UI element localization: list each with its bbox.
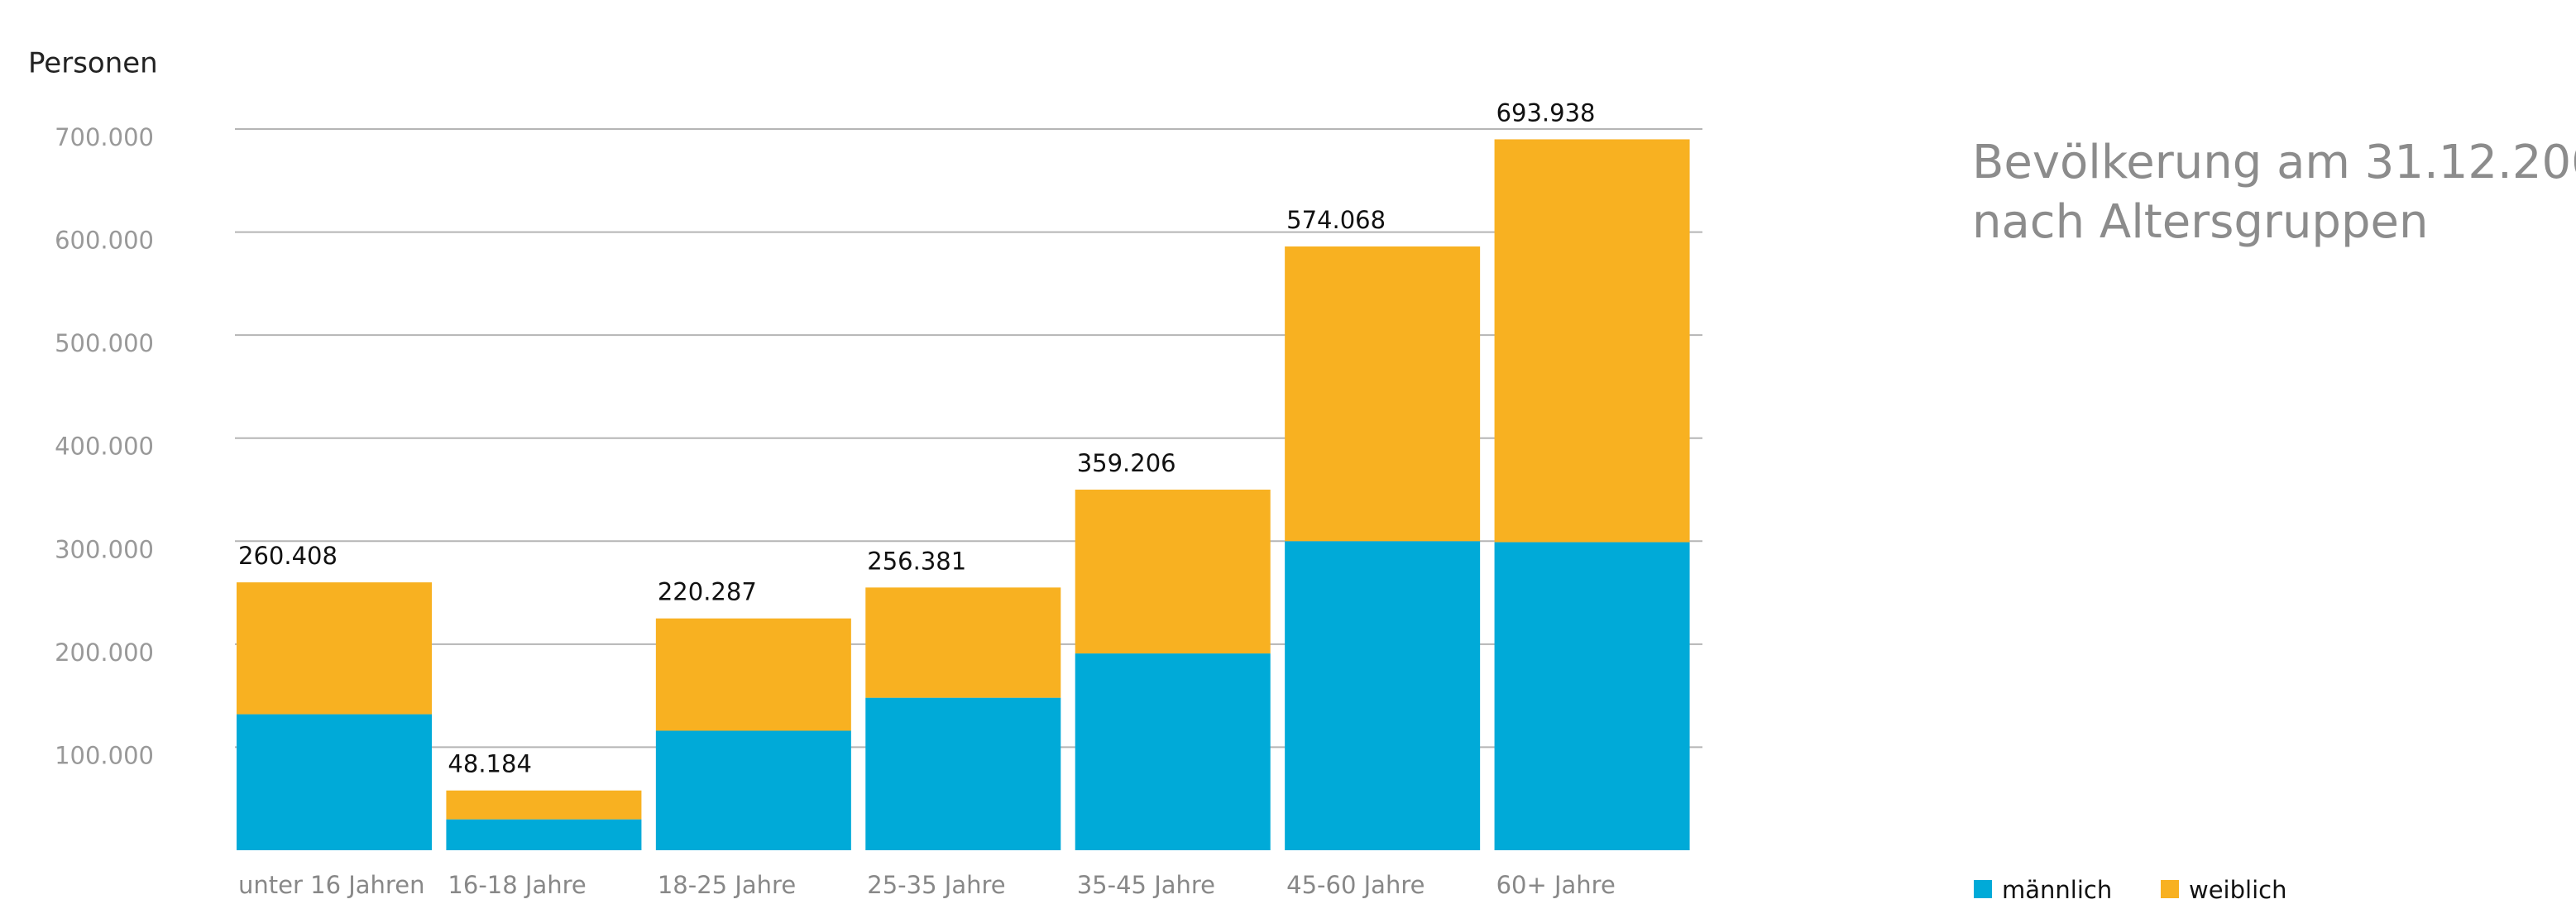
total-label: 48.184	[448, 750, 531, 778]
x-tick-label: unter 16 Jahren	[238, 871, 424, 899]
bar-segment	[446, 819, 642, 850]
total-label: 256.381	[867, 547, 966, 575]
x-tick-label: 35-45 Jahre	[1077, 871, 1215, 899]
bar-segment	[1285, 246, 1481, 542]
bar-segment	[237, 714, 432, 850]
total-label: 574.068	[1286, 206, 1386, 234]
y-tick-label: 400.000	[55, 433, 154, 461]
bar-segment	[655, 618, 851, 731]
y-tick-label: 100.000	[55, 741, 154, 769]
bar-segment	[237, 582, 432, 715]
y-tick-label: 700.000	[55, 123, 154, 151]
x-tick-label: 45-60 Jahre	[1286, 871, 1424, 899]
legend-swatch	[2161, 880, 2179, 898]
legend-label: männlich	[2002, 876, 2112, 904]
x-tick-label: 16-18 Jahre	[448, 871, 586, 899]
y-tick-label: 500.000	[55, 329, 154, 357]
x-tick-label: 60+ Jahre	[1496, 871, 1616, 899]
bar-segment	[446, 790, 642, 820]
y-axis-label: Personen	[28, 47, 158, 80]
bar-segment	[1285, 541, 1481, 850]
x-tick-label: 18-25 Jahre	[658, 871, 796, 899]
chart-title: Bevölkerung am 31.12.2007	[1972, 136, 2576, 189]
bar-segment	[1494, 542, 1690, 850]
x-tick-label: 25-35 Jahre	[867, 871, 1005, 899]
legend-label: weiblich	[2189, 876, 2286, 904]
total-label: 359.206	[1077, 449, 1176, 477]
bar-segment	[1494, 139, 1690, 543]
bar-segment	[865, 697, 1061, 850]
total-label: 693.938	[1496, 98, 1596, 127]
y-tick-label: 200.000	[55, 639, 154, 667]
bar-segment	[655, 730, 851, 850]
total-label: 260.408	[238, 542, 338, 570]
y-tick-label: 600.000	[55, 227, 154, 255]
bar-segment	[1075, 490, 1271, 654]
bar-segment	[865, 587, 1061, 698]
bar-segment	[1075, 653, 1271, 850]
chart-title: nach Altersgruppen	[1972, 195, 2428, 249]
total-label: 220.287	[658, 578, 757, 606]
y-tick-label: 300.000	[55, 535, 154, 563]
legend-swatch	[1974, 880, 1992, 898]
